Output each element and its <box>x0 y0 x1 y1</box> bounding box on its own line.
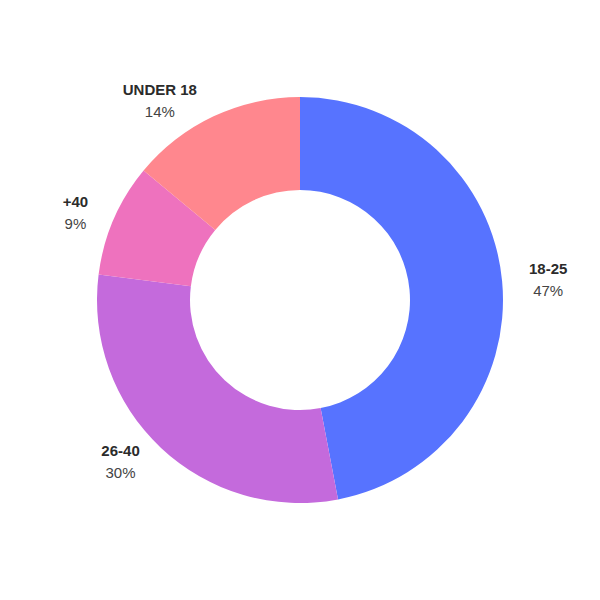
svg-text:47%: 47% <box>533 282 563 299</box>
svg-text:18-25: 18-25 <box>529 260 567 277</box>
svg-text:30%: 30% <box>106 464 136 481</box>
svg-text:UNDER 18: UNDER 18 <box>123 81 197 98</box>
svg-text:26-40: 26-40 <box>101 442 139 459</box>
svg-text:9%: 9% <box>65 215 87 232</box>
svg-text:14%: 14% <box>145 103 175 120</box>
svg-text:+40: +40 <box>63 193 88 210</box>
